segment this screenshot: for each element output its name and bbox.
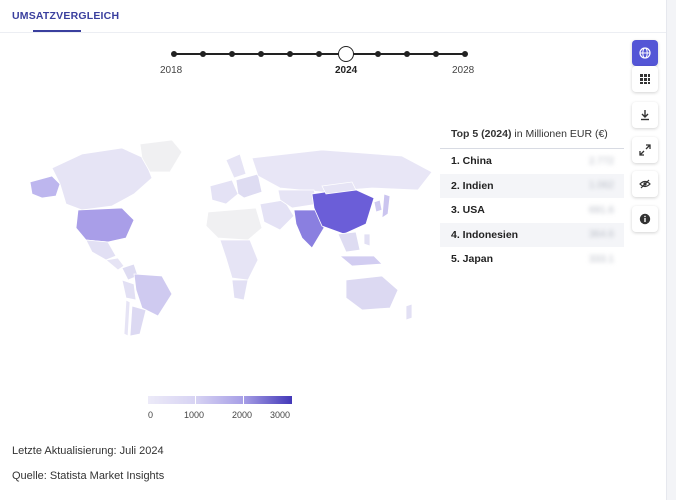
legend-tick-3000: 3000 <box>270 410 291 420</box>
top5-row[interactable]: 3. USA 691.6 <box>440 198 624 223</box>
tab-active-indicator <box>33 30 81 32</box>
hide-icon <box>639 179 651 189</box>
map-country-alaska <box>29 175 61 199</box>
map-country-peru <box>121 279 137 301</box>
top5-country: 5. Japan <box>451 253 494 266</box>
map-country-new-zealand <box>405 303 413 321</box>
top5-row[interactable]: 2. Indien 1.062 <box>440 173 624 198</box>
legend-tick-0: 0 <box>148 410 154 420</box>
map-country-greenland <box>139 139 183 173</box>
map-country-central-america <box>105 257 125 271</box>
map-country-usa <box>75 207 135 243</box>
map-country-scandinavia <box>225 153 247 179</box>
map-country-philippines <box>363 233 371 247</box>
timeline-dot-2025[interactable] <box>375 51 381 57</box>
map-country-canada <box>51 147 153 211</box>
info-icon <box>639 213 651 225</box>
tab-bar: UMSATZVERGLEICH <box>0 0 666 33</box>
top5-row[interactable]: 1. China 2.772 <box>440 149 624 174</box>
map-country-north-africa <box>205 207 263 241</box>
map-country-southeast-asia <box>337 231 361 253</box>
map-country-korea <box>373 199 383 213</box>
timeline-label-end: 2028 <box>452 65 475 76</box>
year-timeline[interactable]: 2018 2024 2028 <box>160 40 480 80</box>
last-updated-text: Letzte Aktualisierung: Juli 2024 <box>12 445 164 457</box>
timeline-dot-2027[interactable] <box>433 51 439 57</box>
timeline-handle-current[interactable] <box>338 46 354 62</box>
world-map[interactable] <box>22 138 442 338</box>
timeline-dot-2021[interactable] <box>258 51 264 57</box>
map-country-europe-west <box>209 179 239 205</box>
map-country-indonesia <box>338 255 383 267</box>
top5-title: Top 5 (2024) in Millionen EUR (€) <box>440 128 624 149</box>
map-country-chile <box>123 299 131 337</box>
map-view-button[interactable] <box>632 40 658 66</box>
info-button[interactable] <box>632 206 658 232</box>
map-country-japan <box>381 193 391 219</box>
timeline-dot-2028[interactable] <box>462 51 468 57</box>
expand-icon <box>639 144 651 156</box>
download-icon <box>641 110 649 121</box>
timeline-dot-2023[interactable] <box>316 51 322 57</box>
map-country-mexico <box>85 239 117 261</box>
color-legend: 0 1000 2000 3000 <box>148 396 292 420</box>
legend-separator <box>195 396 196 404</box>
timeline-dot-2020[interactable] <box>229 51 235 57</box>
top5-row[interactable]: 5. Japan 333.1 <box>440 247 624 272</box>
legend-gradient <box>148 396 292 404</box>
source-text: Quelle: Statista Market Insights <box>12 470 165 482</box>
map-country-argentina <box>129 305 147 337</box>
top5-country: 4. Indonesien <box>451 228 519 241</box>
map-country-mongolia <box>321 181 357 195</box>
timeline-label-start: 2018 <box>160 65 183 76</box>
fullscreen-button[interactable] <box>632 137 658 163</box>
top5-country: 2. Indien <box>451 179 494 192</box>
top5-value: 333.1 <box>588 253 614 265</box>
map-country-europe-east <box>235 173 263 199</box>
globe-icon <box>639 47 651 59</box>
timeline-dot-2019[interactable] <box>200 51 206 57</box>
map-country-australia <box>345 275 399 311</box>
top5-panel: Top 5 (2024) in Millionen EUR (€) 1. Chi… <box>440 128 624 272</box>
timeline-dot-2026[interactable] <box>404 51 410 57</box>
timeline-dot-2018[interactable] <box>171 51 177 57</box>
top5-value: 2.772 <box>588 155 614 167</box>
map-country-russia <box>251 149 433 193</box>
map-country-brazil <box>133 273 173 317</box>
top5-value: 364.6 <box>588 229 614 241</box>
hide-button[interactable] <box>632 171 658 197</box>
top5-value: 691.6 <box>588 204 614 216</box>
map-country-middle-east <box>259 199 295 231</box>
legend-separator <box>243 396 244 404</box>
timeline-label-selected: 2024 <box>335 65 358 76</box>
map-country-central-asia <box>277 189 319 209</box>
top5-country: 3. USA <box>451 204 485 217</box>
top5-row[interactable]: 4. Indonesien 364.6 <box>440 222 624 247</box>
legend-tick-2000: 2000 <box>232 410 253 420</box>
table-view-button[interactable] <box>632 66 658 92</box>
top5-country: 1. China <box>451 155 492 168</box>
top5-value: 1.062 <box>588 180 614 192</box>
timeline-dot-2022[interactable] <box>287 51 293 57</box>
legend-tick-1000: 1000 <box>184 410 205 420</box>
tab-umsatzvergleich[interactable]: UMSATZVERGLEICH <box>12 10 120 22</box>
map-country-central-africa <box>219 239 259 281</box>
download-button[interactable] <box>632 102 658 128</box>
grid-icon <box>640 74 650 84</box>
map-country-south-africa <box>231 279 249 301</box>
